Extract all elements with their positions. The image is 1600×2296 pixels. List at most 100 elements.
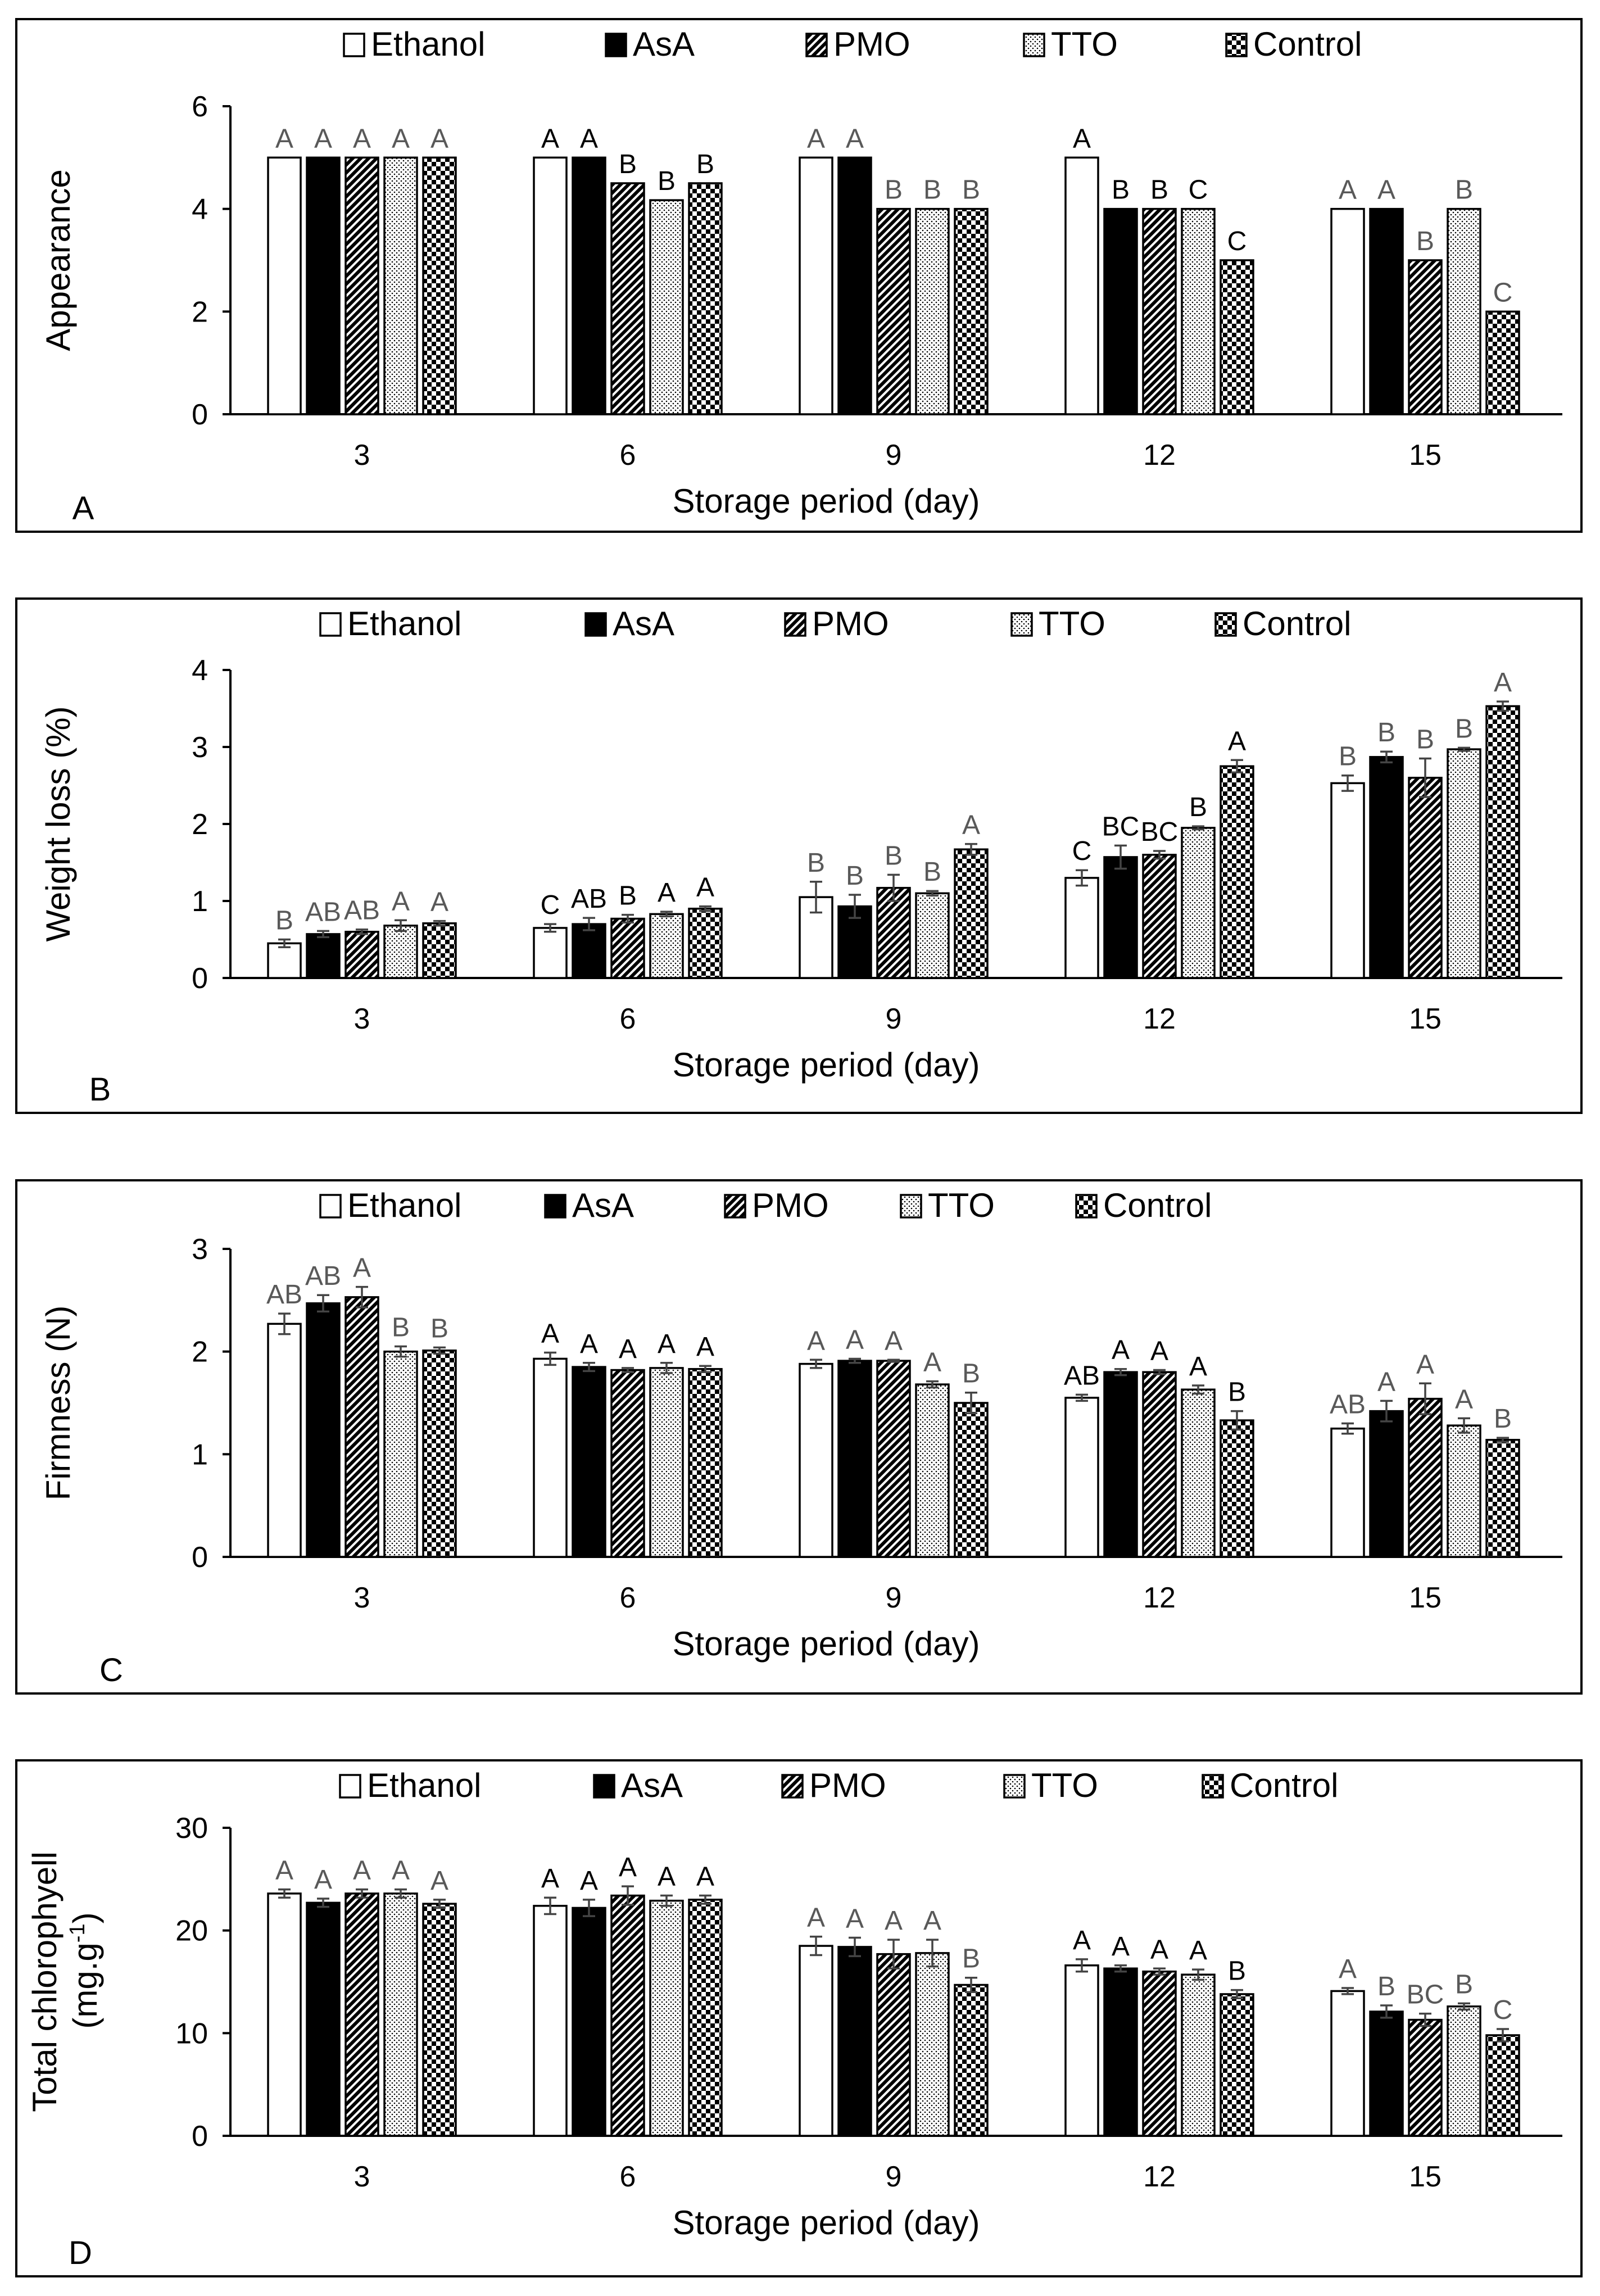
bar-ethanol-day-6 <box>533 1357 568 1558</box>
bar-tto-day-12 <box>1181 827 1216 979</box>
significance-letter: B <box>962 1944 980 1974</box>
bar-tto-day-15 <box>1447 207 1481 415</box>
legend-entry-tto: TTO <box>1010 605 1105 642</box>
bar-tto-day-6 <box>649 913 684 979</box>
significance-letter: A <box>275 1856 293 1886</box>
legend-swatch <box>319 612 342 637</box>
legend-swatch <box>339 1774 361 1799</box>
x-tick-label: 3 <box>354 1582 370 1614</box>
y-axis-title: Appearance <box>39 169 77 351</box>
significance-letter: A <box>1228 726 1246 756</box>
legend-swatch <box>781 1774 804 1799</box>
legend-label: PMO <box>833 25 910 63</box>
bar-control-day-15 <box>1485 2034 1520 2137</box>
significance-letter: A <box>353 1856 371 1886</box>
legend-entry-control: Control <box>1075 1187 1212 1224</box>
legend-swatch <box>1075 1194 1098 1219</box>
significance-letter: A <box>846 1904 864 1933</box>
significance-letter: B <box>923 857 941 887</box>
significance-letter: B <box>1150 175 1168 205</box>
significance-letter: C <box>541 890 560 920</box>
significance-letter: B <box>1416 725 1434 755</box>
legend-label: PMO <box>812 605 889 642</box>
bar-tto-day-3 <box>383 1350 418 1558</box>
y-axis-title: Firmness (N) <box>39 1306 77 1501</box>
bar-control-day-6 <box>688 1367 723 1558</box>
significance-letter: A <box>353 124 371 153</box>
significance-letter: A <box>619 1853 637 1882</box>
legend-label: TTO <box>1051 25 1118 63</box>
bar-pmo-day-3 <box>345 931 379 979</box>
significance-letter: A <box>1073 1926 1091 1955</box>
bar-control-day-12 <box>1220 765 1254 979</box>
legend-entry-tto: TTO <box>900 1187 995 1224</box>
significance-letter: A <box>1189 1936 1207 1966</box>
significance-letter: BC <box>1102 812 1140 841</box>
significance-letter: B <box>885 841 903 871</box>
x-tick-label: 6 <box>620 1003 636 1035</box>
x-tick-label: 12 <box>1143 1003 1176 1035</box>
significance-letter: C <box>1227 227 1247 256</box>
legend-entry-control: Control <box>1214 605 1351 642</box>
y-tick-label: 0 <box>192 398 208 431</box>
legend-label: Ethanol <box>367 1767 482 1804</box>
bar-control-day-12 <box>1220 1993 1254 2137</box>
significance-letter: B <box>1228 1378 1246 1407</box>
legend-label: Control <box>1230 1767 1338 1804</box>
significance-letter: A <box>1073 124 1091 153</box>
y-tick-label: 0 <box>192 2120 208 2153</box>
significance-letter: B <box>1455 175 1473 205</box>
significance-letter: B <box>1494 1404 1512 1434</box>
bar-pmo-day-9 <box>876 207 911 415</box>
significance-letter: B <box>923 175 941 205</box>
significance-letter: AB <box>1064 1361 1100 1391</box>
x-tick-label: 3 <box>354 1003 370 1035</box>
bar-ethanol-day-15 <box>1330 1990 1365 2137</box>
legend-swatch <box>319 1194 342 1219</box>
significance-letter: A <box>1377 175 1395 205</box>
y-tick-label: 3 <box>192 731 208 764</box>
panel-letter: A <box>72 490 94 527</box>
bar-tto-day-12 <box>1181 1388 1216 1558</box>
legend-entry-pmo: PMO <box>784 605 889 642</box>
bar-tto-day-6 <box>649 1367 684 1558</box>
bar-pmo-day-15 <box>1408 1397 1443 1558</box>
x-axis-title: Storage period (day) <box>673 2204 980 2241</box>
bar-ethanol-day-12 <box>1064 156 1099 415</box>
legend-label: Control <box>1103 1187 1212 1224</box>
bar-ethanol-day-12 <box>1064 1397 1099 1558</box>
bar-ethanol-day-9 <box>799 156 833 415</box>
bar-ethanol-day-12 <box>1064 877 1099 979</box>
panel-a: 0 2 4 6 3 6 9 12 15 Storage period (day) A Appearan… <box>15 18 1583 533</box>
significance-letter: B <box>430 1314 448 1343</box>
significance-letter: B <box>1377 718 1395 748</box>
significance-letter: BC <box>1407 1980 1444 2010</box>
significance-letter: A <box>314 124 332 153</box>
significance-letter: A <box>846 1325 864 1355</box>
bar-ethanol-day-12 <box>1064 1964 1099 2137</box>
x-tick-label: 6 <box>620 1582 636 1614</box>
legend-label: AsA <box>613 605 674 642</box>
legend-swatch <box>724 1194 746 1219</box>
panel-letter: B <box>89 1071 111 1108</box>
bar-control-day-3 <box>422 1349 457 1558</box>
bar-control-day-3 <box>422 1903 457 2137</box>
significance-letter: A <box>1455 1384 1473 1414</box>
significance-letter: A <box>885 1906 903 1936</box>
significance-letter: A <box>1377 1367 1395 1397</box>
bar-tto-day-3 <box>383 156 418 415</box>
significance-letter: A <box>392 886 410 916</box>
significance-letter: AB <box>344 896 380 926</box>
legend-label: AsA <box>572 1187 634 1224</box>
significance-letter: A <box>392 1856 410 1886</box>
significance-letter: A <box>275 124 293 153</box>
x-tick-label: 6 <box>620 2161 636 2193</box>
significance-letter: A <box>1150 1935 1168 1964</box>
bar-control-day-15 <box>1485 310 1520 415</box>
bar-tto-day-12 <box>1181 207 1216 415</box>
bar-asa-day-12 <box>1103 207 1138 415</box>
significance-letter: B <box>1377 1972 1395 2001</box>
bar-ethanol-day-6 <box>533 927 568 979</box>
x-tick-label: 3 <box>354 2161 370 2193</box>
